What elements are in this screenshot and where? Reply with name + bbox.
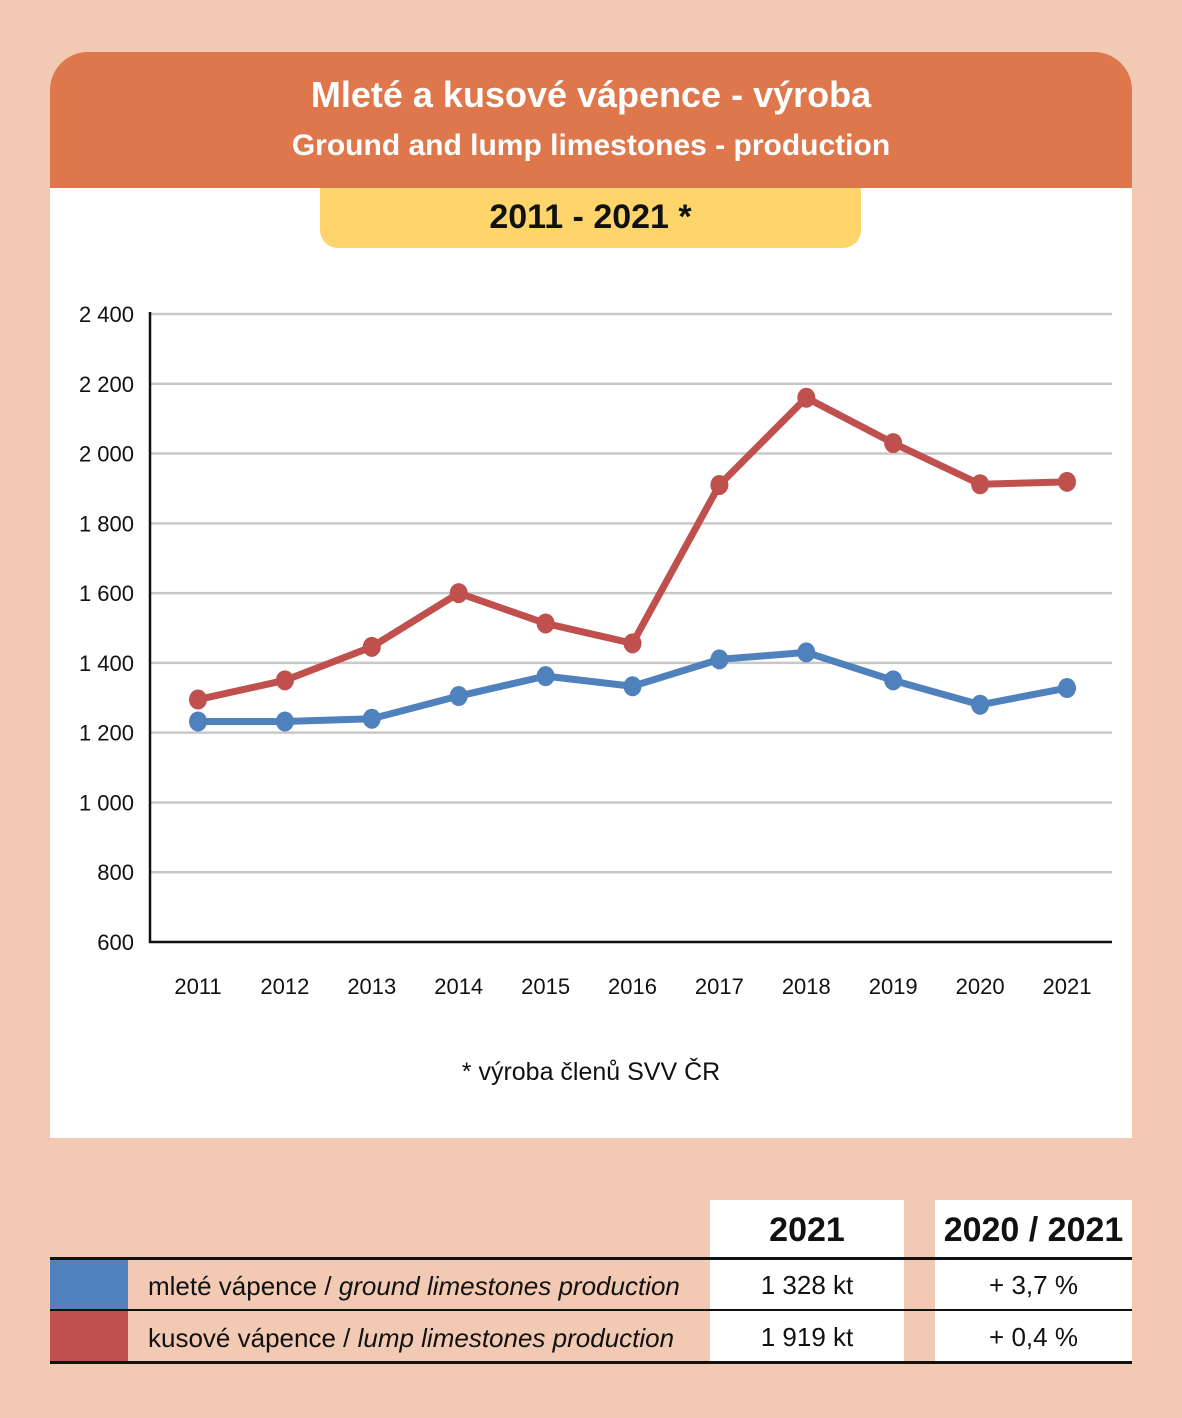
data-point: [971, 474, 990, 495]
data-point: [449, 686, 468, 707]
column-header-change: 2020 / 2021: [935, 1200, 1132, 1257]
data-point: [189, 711, 207, 732]
data-point: [1058, 471, 1076, 492]
x-tick-label: 2018: [782, 974, 831, 999]
y-tick-label: 1 600: [79, 581, 134, 606]
y-tick-label: 2 200: [79, 372, 134, 397]
data-point: [275, 670, 294, 691]
x-tick-label: 2020: [956, 974, 1005, 999]
y-tick-label: 1 400: [79, 651, 134, 676]
value-lump: 1 919 kt: [710, 1311, 904, 1361]
data-point: [449, 583, 468, 604]
period-badge: 2011 - 2021 *: [320, 188, 861, 248]
x-tick-label: 2019: [869, 974, 918, 999]
legend-swatch-ground: [50, 1260, 128, 1309]
data-point: [971, 694, 990, 715]
data-point: [884, 433, 903, 454]
legend-swatch-lump: [50, 1311, 128, 1361]
chart-header: Mleté a kusové vápence - výroba Ground a…: [50, 52, 1132, 188]
legend-label-lump: kusové vápence / lump limestones product…: [148, 1323, 675, 1353]
data-point: [623, 633, 642, 654]
x-tick-label: 2021: [1043, 974, 1092, 999]
data-point: [362, 708, 381, 729]
table-mid-rule: [50, 1309, 1132, 1311]
x-tick-label: 2014: [434, 974, 483, 999]
data-point: [1058, 678, 1076, 699]
change-ground: + 3,7 %: [935, 1260, 1132, 1309]
x-tick-label: 2017: [695, 974, 744, 999]
y-tick-label: 1 800: [79, 511, 134, 536]
chart-title-en: Ground and lump limestones - production: [291, 129, 891, 162]
data-point: [710, 474, 729, 495]
column-header-year: 2021: [710, 1200, 904, 1257]
data-point: [710, 649, 729, 670]
chart-title-cz: Mleté a kusové vápence - výroba: [310, 74, 872, 115]
y-tick-label: 800: [97, 860, 134, 885]
footnote: * výroba členů SVV ČR: [461, 1058, 721, 1086]
y-tick-label: 1 200: [79, 721, 134, 746]
chart-panel: 600 800 1 000 1 200 1 400 1 600 1 800 2 000 2 20…: [50, 188, 1132, 1138]
table-bottom-rule: [50, 1361, 1132, 1364]
y-tick-label: 2 000: [79, 442, 134, 467]
x-tick-label: 2012: [260, 974, 309, 999]
data-point: [536, 666, 555, 687]
y-tick-label: 600: [97, 930, 134, 955]
data-point: [536, 613, 555, 634]
legend-label-ground: mleté vápence / ground limestones produc…: [148, 1271, 680, 1301]
data-point: [275, 711, 294, 732]
x-tick-label: 2011: [174, 974, 221, 999]
series-line-1: [194, 394, 1071, 704]
y-tick-label: 1 000: [79, 790, 134, 815]
x-tick-label: 2016: [608, 974, 657, 999]
x-tick-label: 2013: [347, 974, 396, 999]
change-lump: + 0,4 %: [935, 1311, 1132, 1361]
data-point: [797, 642, 816, 663]
data-point: [623, 676, 642, 697]
line-chart: 600 800 1 000 1 200 1 400 1 600 1 800 2 000 2 20…: [79, 302, 1112, 999]
data-point: [884, 670, 903, 691]
y-tick-label: 2 400: [79, 302, 134, 327]
value-ground: 1 328 kt: [710, 1260, 904, 1309]
data-point: [797, 387, 816, 408]
data-point: [189, 689, 207, 710]
data-point: [362, 636, 381, 657]
x-tick-label: 2015: [521, 974, 570, 999]
table-top-rule: [50, 1257, 1132, 1260]
